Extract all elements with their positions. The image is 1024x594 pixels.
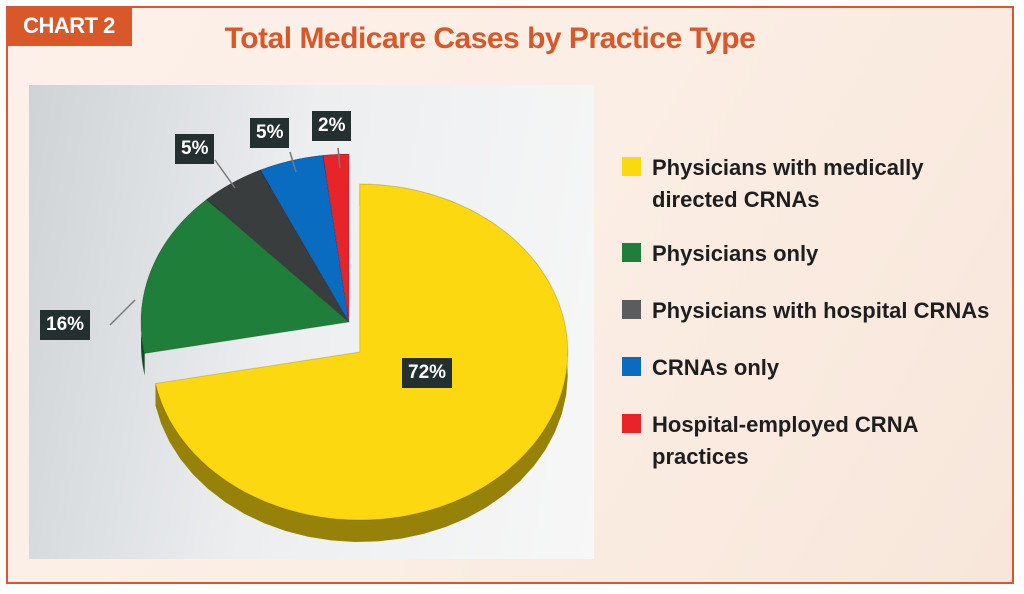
pie-slice-4 <box>322 153 350 323</box>
data-label: 2% <box>312 111 352 141</box>
pie-slice-1 <box>140 198 351 355</box>
legend-swatch <box>622 243 641 262</box>
legend-item: Hospital-employed CRNA practices <box>622 409 932 473</box>
legend-label: Physicians only <box>652 241 819 266</box>
leader-line <box>337 147 341 169</box>
chart-title: Total Medicare Cases by Practice Type <box>224 22 756 55</box>
legend-item: Physicians with medically directed CRNAs <box>622 152 952 216</box>
pie-slice-0 <box>154 183 569 521</box>
data-label: 5% <box>175 134 215 164</box>
legend-label: Physicians with medically directed CRNAs <box>652 155 924 212</box>
legend-swatch <box>622 157 641 176</box>
legend-swatch <box>622 357 641 376</box>
chart-tag: CHART 2 <box>6 6 132 46</box>
legend-label: CRNAs only <box>652 355 780 380</box>
data-label: 16% <box>40 310 91 340</box>
leader-line <box>109 299 136 326</box>
legend-item: Physicians with hospital CRNAs <box>622 295 1002 327</box>
leader-line <box>214 159 236 189</box>
legend-item: CRNAs only <box>622 352 1002 384</box>
legend-label: Physicians with hospital CRNAs <box>652 298 990 323</box>
legend-label: Hospital-employed CRNA practices <box>652 412 918 469</box>
legend-swatch <box>622 414 641 433</box>
legend-swatch <box>622 300 641 319</box>
data-label: 72% <box>402 358 453 388</box>
data-label: 5% <box>250 118 290 148</box>
legend-item: Physicians only <box>622 238 1002 270</box>
leader-line <box>289 151 297 173</box>
pie-slice-3 <box>259 154 350 323</box>
